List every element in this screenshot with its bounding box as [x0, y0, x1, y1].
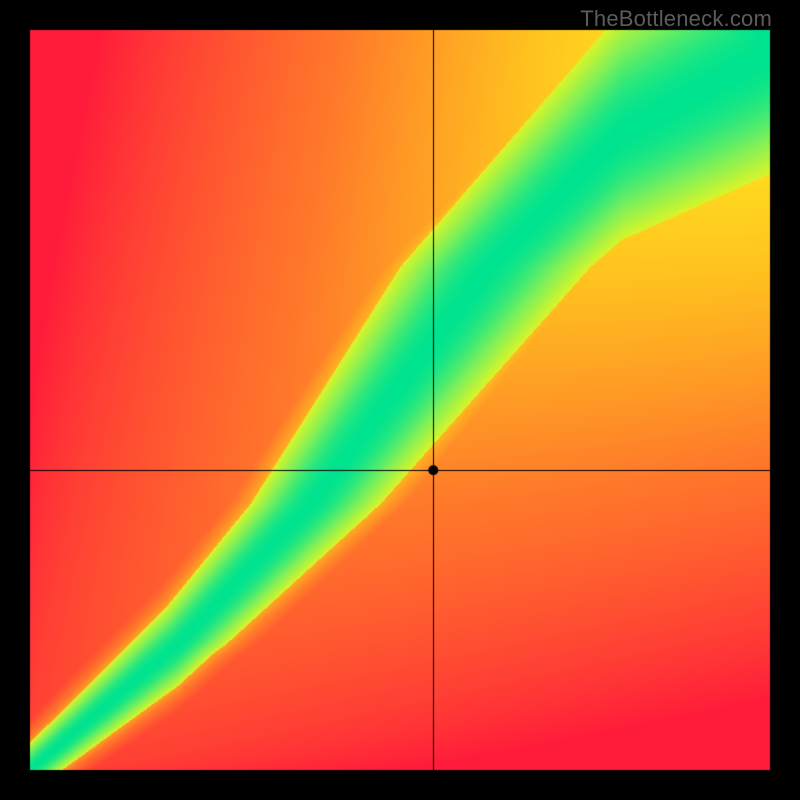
chart-container: TheBottleneck.com — [0, 0, 800, 800]
watermark-text: TheBottleneck.com — [580, 6, 772, 32]
heatmap-canvas — [0, 0, 800, 800]
